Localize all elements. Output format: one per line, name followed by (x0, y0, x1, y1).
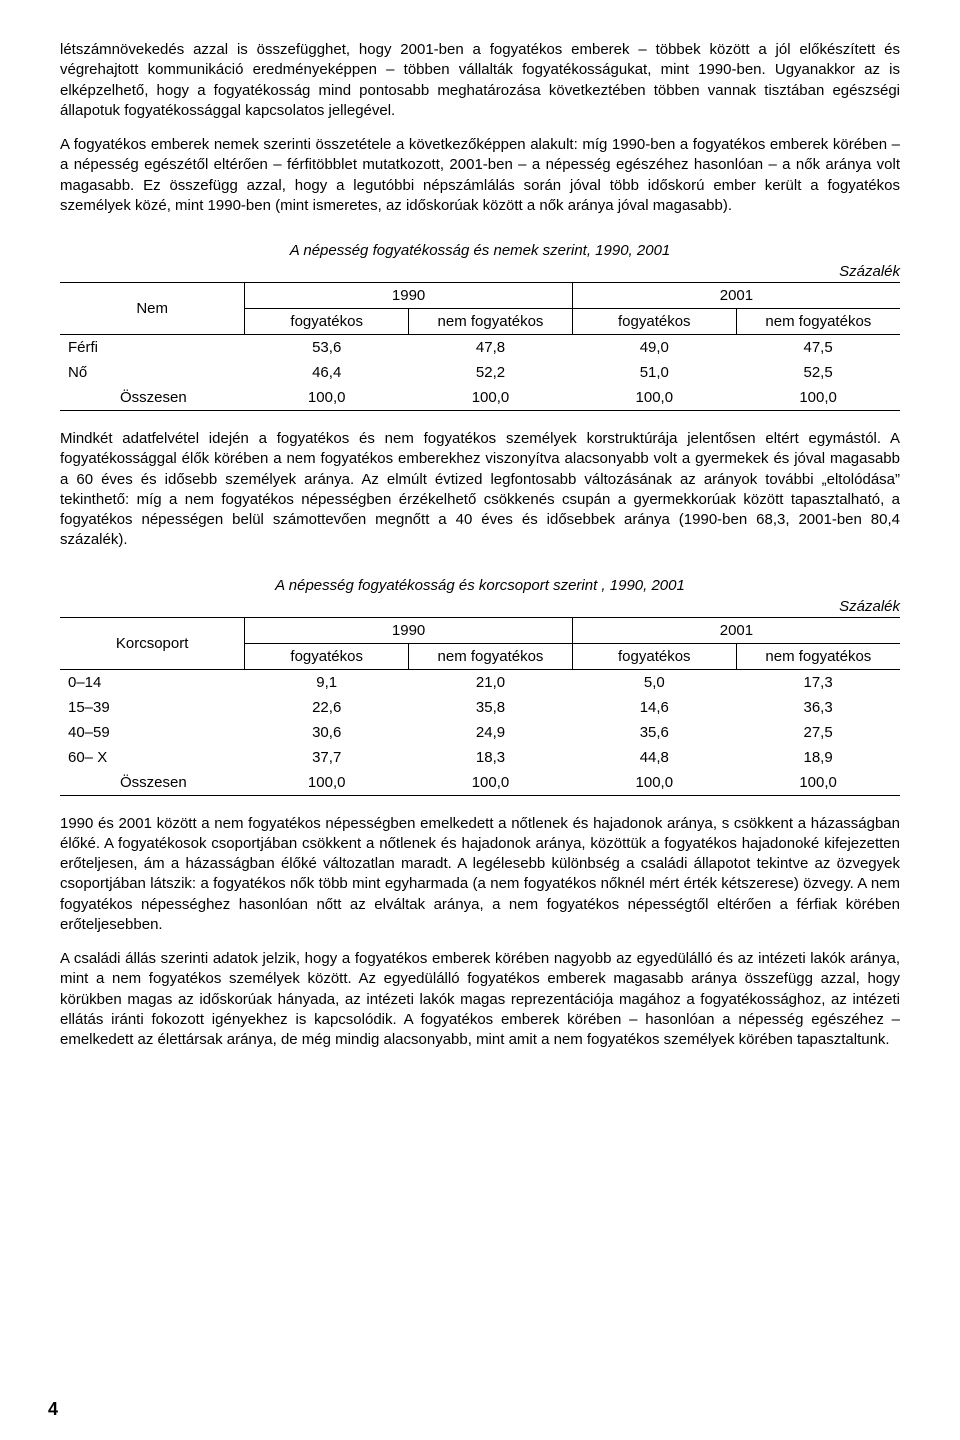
table1-title: A népesség fogyatékosság és nemek szerin… (60, 242, 900, 259)
paragraph: létszámnövekedés azzal is összefügghet, … (60, 40, 900, 121)
table1-year2: 2001 (572, 283, 900, 309)
table1-year1: 1990 (245, 283, 573, 309)
cell: 52,5 (736, 360, 900, 385)
table2-col4: nem fogyatékos (736, 643, 900, 669)
cell: 100,0 (736, 770, 900, 796)
cell-label: Férfi (60, 335, 245, 361)
cell: 21,0 (409, 669, 573, 695)
table1-rowhead: Nem (60, 283, 245, 335)
cell: 100,0 (572, 770, 736, 796)
table-agegroup: Korcsoport 1990 2001 fogyatékos nem fogy… (60, 617, 900, 796)
table-row: Összesen 100,0 100,0 100,0 100,0 (60, 385, 900, 411)
cell: 17,3 (736, 669, 900, 695)
cell: 47,5 (736, 335, 900, 361)
paragraph: Mindkét adatfelvétel idején a fogyatékos… (60, 429, 900, 551)
cell-label: 40–59 (60, 720, 245, 745)
cell: 9,1 (245, 669, 409, 695)
cell-label: 60– X (60, 745, 245, 770)
cell: 49,0 (572, 335, 736, 361)
table2-year2: 2001 (572, 617, 900, 643)
cell: 53,6 (245, 335, 409, 361)
cell: 36,3 (736, 695, 900, 720)
cell: 14,6 (572, 695, 736, 720)
table2-rowhead: Korcsoport (60, 617, 245, 669)
cell: 100,0 (409, 385, 573, 411)
cell-label: Összesen (60, 770, 245, 796)
cell: 100,0 (409, 770, 573, 796)
cell: 100,0 (245, 385, 409, 411)
cell: 44,8 (572, 745, 736, 770)
table-row: 15–39 22,6 35,8 14,6 36,3 (60, 695, 900, 720)
table2-col3: fogyatékos (572, 643, 736, 669)
table1-col4: nem fogyatékos (736, 309, 900, 335)
paragraph: A családi állás szerinti adatok jelzik, … (60, 949, 900, 1050)
cell: 35,6 (572, 720, 736, 745)
table2-year1: 1990 (245, 617, 573, 643)
cell: 47,8 (409, 335, 573, 361)
table1-unit: Százalék (60, 263, 900, 280)
cell-label: 15–39 (60, 695, 245, 720)
cell: 35,8 (409, 695, 573, 720)
table2-unit: Százalék (60, 598, 900, 615)
cell: 100,0 (736, 385, 900, 411)
cell: 46,4 (245, 360, 409, 385)
cell: 18,9 (736, 745, 900, 770)
table-row: 40–59 30,6 24,9 35,6 27,5 (60, 720, 900, 745)
table-row: 60– X 37,7 18,3 44,8 18,9 (60, 745, 900, 770)
cell: 51,0 (572, 360, 736, 385)
table-row: Összesen 100,0 100,0 100,0 100,0 (60, 770, 900, 796)
table2-col1: fogyatékos (245, 643, 409, 669)
cell: 24,9 (409, 720, 573, 745)
table-row: Férfi 53,6 47,8 49,0 47,5 (60, 335, 900, 361)
table-gender: Nem 1990 2001 fogyatékos nem fogyatékos … (60, 282, 900, 411)
cell: 22,6 (245, 695, 409, 720)
cell-label: 0–14 (60, 669, 245, 695)
table-row: Nő 46,4 52,2 51,0 52,5 (60, 360, 900, 385)
table1-col2: nem fogyatékos (409, 309, 573, 335)
cell-label: Összesen (60, 385, 245, 411)
cell: 52,2 (409, 360, 573, 385)
cell: 30,6 (245, 720, 409, 745)
table1-col1: fogyatékos (245, 309, 409, 335)
cell-label: Nő (60, 360, 245, 385)
cell: 27,5 (736, 720, 900, 745)
page-number: 4 (48, 1399, 58, 1420)
paragraph: 1990 és 2001 között a nem fogyatékos nép… (60, 814, 900, 936)
table-row: 0–14 9,1 21,0 5,0 17,3 (60, 669, 900, 695)
cell: 5,0 (572, 669, 736, 695)
cell: 37,7 (245, 745, 409, 770)
table2-title: A népesség fogyatékosság és korcsoport s… (60, 577, 900, 594)
table2-col2: nem fogyatékos (409, 643, 573, 669)
paragraph: A fogyatékos emberek nemek szerinti össz… (60, 135, 900, 216)
table1-col3: fogyatékos (572, 309, 736, 335)
cell: 18,3 (409, 745, 573, 770)
cell: 100,0 (572, 385, 736, 411)
cell: 100,0 (245, 770, 409, 796)
